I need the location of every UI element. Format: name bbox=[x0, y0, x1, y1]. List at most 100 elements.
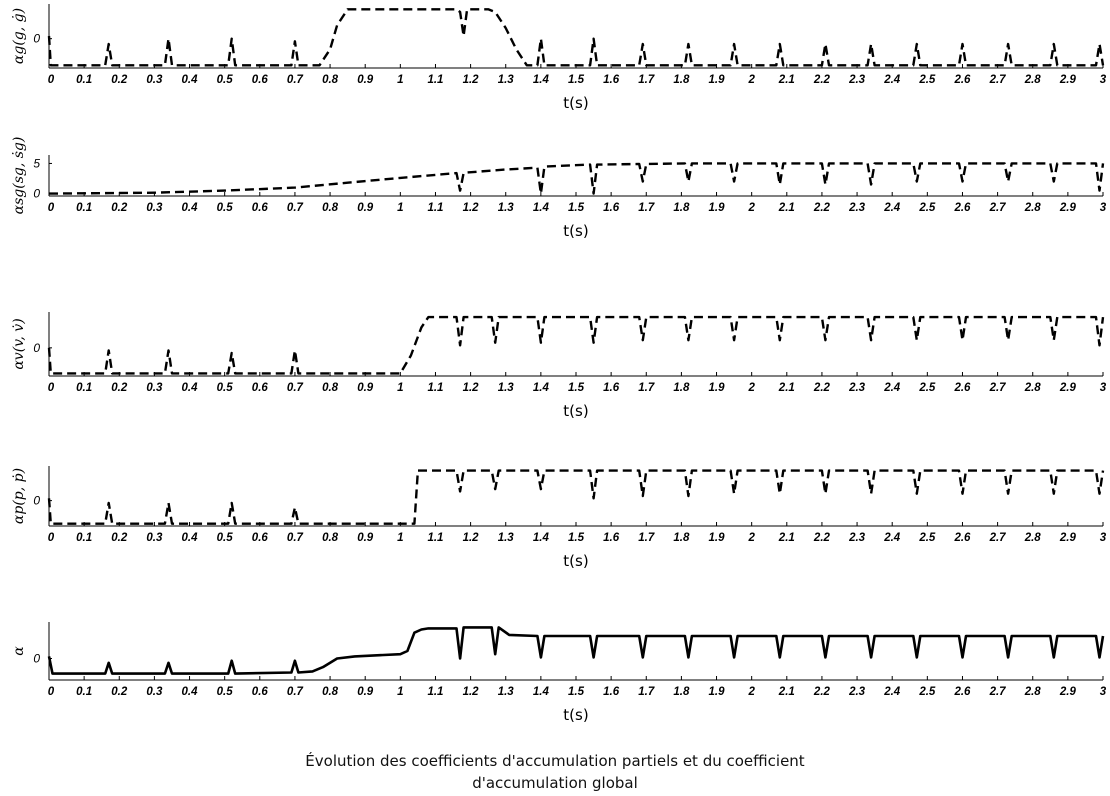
x-tick-label: 2.8 bbox=[1024, 74, 1042, 86]
x-tick-label: 2 bbox=[747, 532, 755, 544]
x-tick-label: 0.1 bbox=[76, 202, 92, 214]
x-tick-label: 0.7 bbox=[287, 202, 304, 214]
x-tick-label: 1.2 bbox=[463, 686, 480, 698]
x-tick-label: 1.1 bbox=[427, 532, 443, 544]
y-tick-label: 0 bbox=[33, 652, 40, 666]
x-tick-label: 0.6 bbox=[252, 74, 269, 86]
chart-panel-2: 0 0.1 0.2 0.3 0.4 0.5 0.6 0.7 0.8 0.9 1 1.1 1.2 1.3 1.… bbox=[11, 137, 1107, 240]
y-tick-label: 5 bbox=[33, 156, 40, 170]
x-tick-label: 0.3 bbox=[146, 686, 163, 698]
x-tick-label: 0.2 bbox=[111, 74, 128, 86]
x-tick-label: 2 bbox=[747, 686, 755, 698]
charts-figure: 0 0.1 0.2 0.3 0.4 0.5 0.6 0.7 0.8 0.9 1 1.1 1.2 1.3 1.… bbox=[11, 4, 1107, 724]
x-tick-label: 2.2 bbox=[813, 74, 831, 86]
x-tick-label: 0 bbox=[48, 532, 55, 544]
x-axis-label: t(s) bbox=[563, 94, 588, 112]
x-tick-label: 0.2 bbox=[111, 382, 128, 394]
data-series-line bbox=[47, 315, 1105, 375]
x-tick-label: 1.9 bbox=[709, 532, 726, 544]
x-tick-label: 2.2 bbox=[813, 382, 831, 394]
y-tick-label: 0 bbox=[33, 32, 40, 46]
x-tick-label: 2.5 bbox=[918, 382, 936, 394]
x-tick-label: 0.6 bbox=[252, 532, 269, 544]
x-tick-label: 1.9 bbox=[709, 686, 726, 698]
x-tick-label: 0.1 bbox=[76, 382, 92, 394]
x-tick-label: 3 bbox=[1100, 532, 1107, 544]
x-tick-label: 1.6 bbox=[603, 686, 620, 698]
x-tick-label: 1.3 bbox=[498, 532, 515, 544]
x-tick-label: 0.1 bbox=[76, 74, 92, 86]
y-tick-label: 0 bbox=[33, 187, 40, 201]
x-tick-label: 2.2 bbox=[813, 686, 831, 698]
y-axis-label: αg(g, ġ) bbox=[11, 8, 27, 64]
data-series-line bbox=[47, 8, 1105, 67]
x-tick-label: 1.8 bbox=[673, 74, 690, 86]
x-tick-label: 1.8 bbox=[673, 532, 690, 544]
x-tick-label: 0 bbox=[48, 382, 55, 394]
x-tick-label: 2.1 bbox=[778, 382, 795, 394]
x-tick-label: 2.3 bbox=[848, 532, 866, 544]
x-tick-label: 0.7 bbox=[287, 74, 304, 86]
x-tick-label: 2.9 bbox=[1059, 202, 1077, 214]
x-tick-label: 1 bbox=[397, 686, 403, 698]
x-tick-label: 3 bbox=[1100, 202, 1107, 214]
x-tick-label: 2.7 bbox=[989, 532, 1007, 544]
x-tick-label: 1.4 bbox=[533, 202, 550, 214]
x-tick-label: 1.6 bbox=[603, 74, 620, 86]
y-axis-label: αsg(sg, ṡg) bbox=[11, 137, 27, 215]
x-tick-label: 1.2 bbox=[463, 532, 480, 544]
caption-line-1: Évolution des coefficients d'accumulatio… bbox=[305, 752, 805, 770]
x-tick-label: 1.3 bbox=[498, 202, 515, 214]
x-tick-label: 1.6 bbox=[603, 202, 620, 214]
x-tick-label: 2.1 bbox=[778, 686, 795, 698]
x-tick-label: 2.2 bbox=[813, 532, 831, 544]
x-tick-label: 1.7 bbox=[638, 202, 655, 214]
x-tick-label: 0.9 bbox=[357, 532, 374, 544]
x-tick-label: 2.7 bbox=[989, 686, 1007, 698]
x-tick-label: 3 bbox=[1100, 686, 1107, 698]
x-tick-label: 2.3 bbox=[848, 382, 866, 394]
x-tick-label: 2 bbox=[747, 202, 755, 214]
y-axis-label: α bbox=[11, 646, 27, 656]
x-tick-label: 0 bbox=[48, 686, 55, 698]
y-axis-label: αv(v, v̇) bbox=[11, 318, 27, 369]
x-tick-label: 2.9 bbox=[1059, 686, 1077, 698]
x-tick-label: 2.3 bbox=[848, 202, 866, 214]
x-tick-label: 0.1 bbox=[76, 532, 92, 544]
chart-panel-4: 0 0.1 0.2 0.3 0.4 0.5 0.6 0.7 0.8 0.9 1 1.1 1.2 1.3 1.… bbox=[11, 466, 1107, 570]
x-tick-label: 0.3 bbox=[146, 74, 163, 86]
x-tick-label: 1.6 bbox=[603, 382, 620, 394]
x-tick-label: 2.6 bbox=[953, 686, 971, 698]
x-tick-label: 1.9 bbox=[709, 202, 726, 214]
x-tick-label: 2.3 bbox=[848, 74, 866, 86]
x-tick-label: 0.5 bbox=[217, 382, 234, 394]
x-tick-label: 0.5 bbox=[217, 202, 234, 214]
x-tick-label: 0.2 bbox=[111, 532, 128, 544]
x-tick-label: 0.9 bbox=[357, 74, 374, 86]
figure-caption: Évolution des coefficients d'accumulatio… bbox=[0, 750, 1110, 794]
x-tick-label: 1.8 bbox=[673, 382, 690, 394]
x-tick-label: 1 bbox=[397, 202, 403, 214]
x-tick-label: 2.4 bbox=[883, 532, 901, 544]
y-tick-label: 0 bbox=[33, 494, 40, 508]
x-tick-label: 2.2 bbox=[813, 202, 831, 214]
data-series-line bbox=[48, 162, 1105, 195]
x-tick-label: 0.5 bbox=[217, 532, 234, 544]
x-tick-label: 2.4 bbox=[883, 382, 901, 394]
x-tick-label: 1.7 bbox=[638, 686, 655, 698]
x-tick-label: 2.9 bbox=[1059, 382, 1077, 394]
x-tick-label: 1 bbox=[397, 532, 403, 544]
x-tick-label: 0.9 bbox=[357, 382, 374, 394]
x-tick-label: 2.8 bbox=[1024, 686, 1042, 698]
data-series-line bbox=[47, 626, 1105, 675]
x-tick-label: 1.6 bbox=[603, 532, 620, 544]
x-tick-label: 2.8 bbox=[1024, 532, 1042, 544]
x-tick-label: 1.9 bbox=[709, 382, 726, 394]
x-tick-label: 2.1 bbox=[778, 532, 795, 544]
y-axis-label: αp(p, ṗ) bbox=[11, 468, 27, 524]
x-tick-label: 2.7 bbox=[989, 382, 1007, 394]
x-tick-label: 2.6 bbox=[953, 74, 971, 86]
x-tick-label: 3 bbox=[1100, 382, 1107, 394]
x-tick-label: 1.2 bbox=[463, 74, 480, 86]
x-tick-label: 1.4 bbox=[533, 382, 550, 394]
